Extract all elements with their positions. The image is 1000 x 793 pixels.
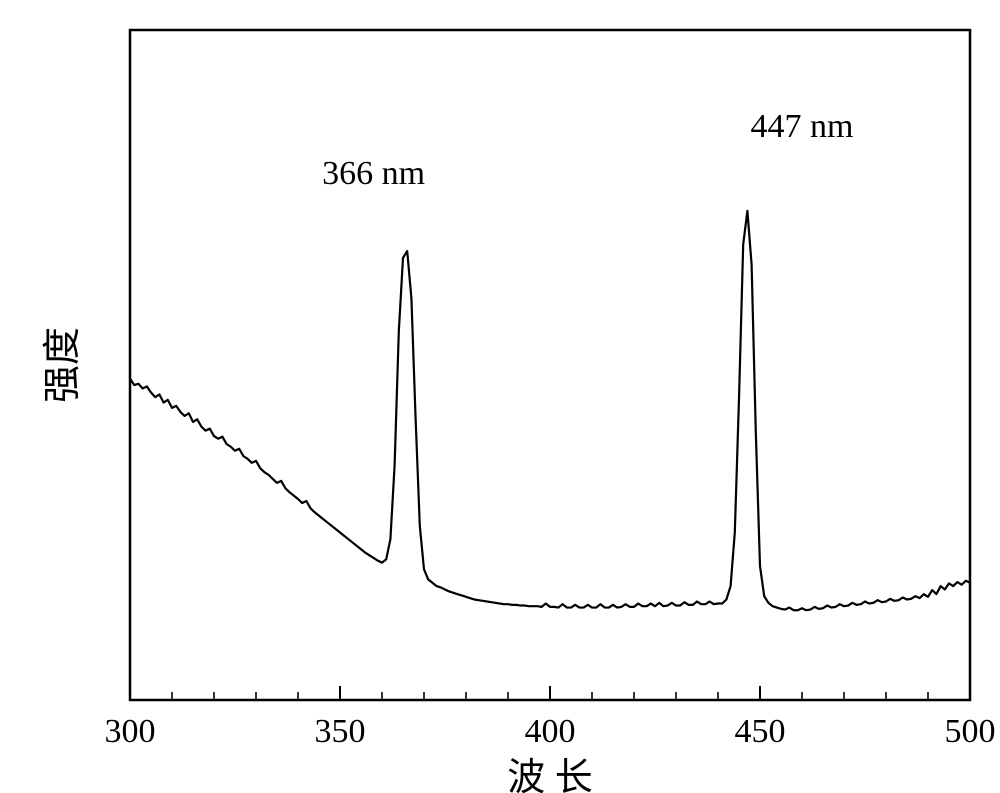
svg-text:300: 300 (105, 713, 156, 750)
svg-text:450: 450 (735, 713, 786, 750)
svg-text:350: 350 (315, 713, 366, 750)
peak-annotation: 366 nm (322, 155, 425, 192)
spectrum-line (130, 211, 970, 610)
x-axis-label: 波 长 (507, 757, 593, 793)
svg-text:500: 500 (945, 713, 996, 750)
y-axis-label: 强度 (42, 327, 84, 403)
svg-text:400: 400 (525, 713, 576, 750)
spectrum-chart: 300 350 400 450 500 波 长 强度 366 nm 447 nm (0, 0, 1000, 793)
chart-svg: 300 350 400 450 500 波 长 强度 366 nm 447 nm (0, 0, 1000, 793)
peak-annotation: 447 nm (751, 108, 854, 145)
